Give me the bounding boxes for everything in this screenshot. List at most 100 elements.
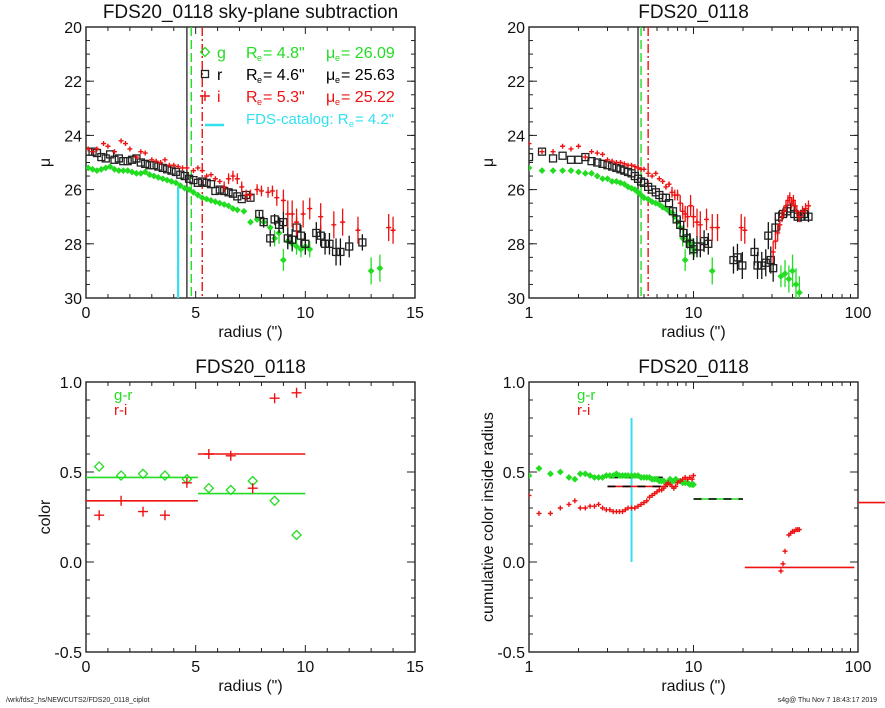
legend-label-r-i: r-i [114,402,127,419]
marker-square [753,261,762,270]
marker-diamond [777,272,785,280]
marker-diamond [556,468,564,476]
marker-square [184,174,194,183]
legend-re-sub: e [257,53,262,63]
marker-plus [600,151,606,157]
marker-square [593,158,602,167]
marker-square [193,178,203,187]
y-tick-label: 28 [64,237,82,254]
marker-diamond [608,178,616,185]
chart-title: FDS20_0118 [195,357,306,378]
marker-square [320,239,330,248]
marker-plus [641,500,647,506]
marker-plus [199,168,205,174]
x-axis-label: radius (") [218,678,282,695]
marker-square [215,185,224,194]
marker-plus [158,160,164,165]
marker-square [325,239,334,248]
marker-plus [638,501,644,507]
marker-plus [688,203,694,209]
marker-plus [594,150,600,156]
marker-plus [770,249,776,255]
y-tick-label: 0.5 [60,465,82,482]
x-tick-label: 10 [685,659,703,676]
y-tick-label: 30 [507,291,525,308]
marker-plus [112,149,118,155]
marker-diamond [203,482,215,494]
marker-plus [142,150,148,156]
series-r [86,147,367,266]
y-tick-label: 20 [507,20,525,37]
marker-square [764,231,773,240]
marker-plus [589,149,595,155]
marker-square [189,175,198,185]
marker-diamond [529,472,533,480]
marker-plus [274,195,280,201]
marker-plus [94,146,100,152]
marker-diamond [225,484,237,496]
marker-square [110,155,119,164]
marker-plus [694,219,700,225]
series-i [529,141,811,263]
marker-plus [175,164,181,170]
series-r-i [529,473,802,574]
marker-plus [190,168,196,174]
marker-square [668,207,678,216]
marker-diamond [293,243,300,250]
legend-re-sub: e [257,97,262,107]
marker-plus [289,211,295,217]
series-r [529,147,813,282]
axes-frame [528,381,859,653]
marker-plus [230,173,236,179]
marker-plus [269,393,280,404]
marker-plus [649,492,655,498]
series-r-i [94,387,302,521]
marker-diamond [547,470,554,478]
marker-plus [796,214,802,220]
legend-mue-sub: e [335,53,340,63]
legend-mue-value: = 25.22 [341,89,395,106]
panel-color-linear: FDS20_0118 0 5 10 15 1.0 0.5 0.0 -0.5 radius (") c… [37,357,424,695]
legend-band-label: i [217,89,221,106]
marker-diamond [297,245,305,253]
legend-label-g-r: g-r [577,387,595,404]
marker-plus [94,510,105,521]
marker-square [296,231,306,240]
marker-diamond [291,529,302,541]
marker-plus [604,157,610,163]
marker-diamond [233,206,241,214]
marker-plus [645,170,651,176]
marker-plus [675,480,681,486]
y-axis-label: color [37,499,54,534]
marker-square [270,215,279,224]
marker-plus [689,476,695,482]
marker-plus [127,146,133,152]
marker-square [558,151,567,160]
chart-title: FDS20_0118 sky-plane subtraction [103,2,398,23]
y-tick-label: 0.0 [60,555,82,572]
marker-plus [340,219,346,225]
marker-diamond [599,175,606,183]
marker-square [704,239,713,248]
x-tick-label: 100 [845,305,872,322]
marker-diamond [225,202,232,210]
marker-square [119,156,128,166]
marker-plus [307,206,313,212]
marker-diamond [690,481,697,489]
marker-plus [390,227,396,233]
marker-diamond [119,167,127,175]
y-tick-label: -0.5 [54,645,82,662]
marker-diamond [708,267,716,275]
marker-plus [331,222,337,228]
marker-plus [582,505,588,511]
marker-square [176,170,185,179]
marker-diamond [586,472,594,480]
marker-diamond [306,245,314,253]
panel-profile-log: FDS20_0118 1 10 100 20 22 24 26 28 30 radius (") μ [480,2,871,341]
y-tick-label: -0.5 [497,645,525,662]
marker-square [804,212,813,221]
legend-catalog-value: = 4.2" [355,111,394,128]
marker-square [358,238,367,247]
legend-mue: μ [326,67,335,84]
